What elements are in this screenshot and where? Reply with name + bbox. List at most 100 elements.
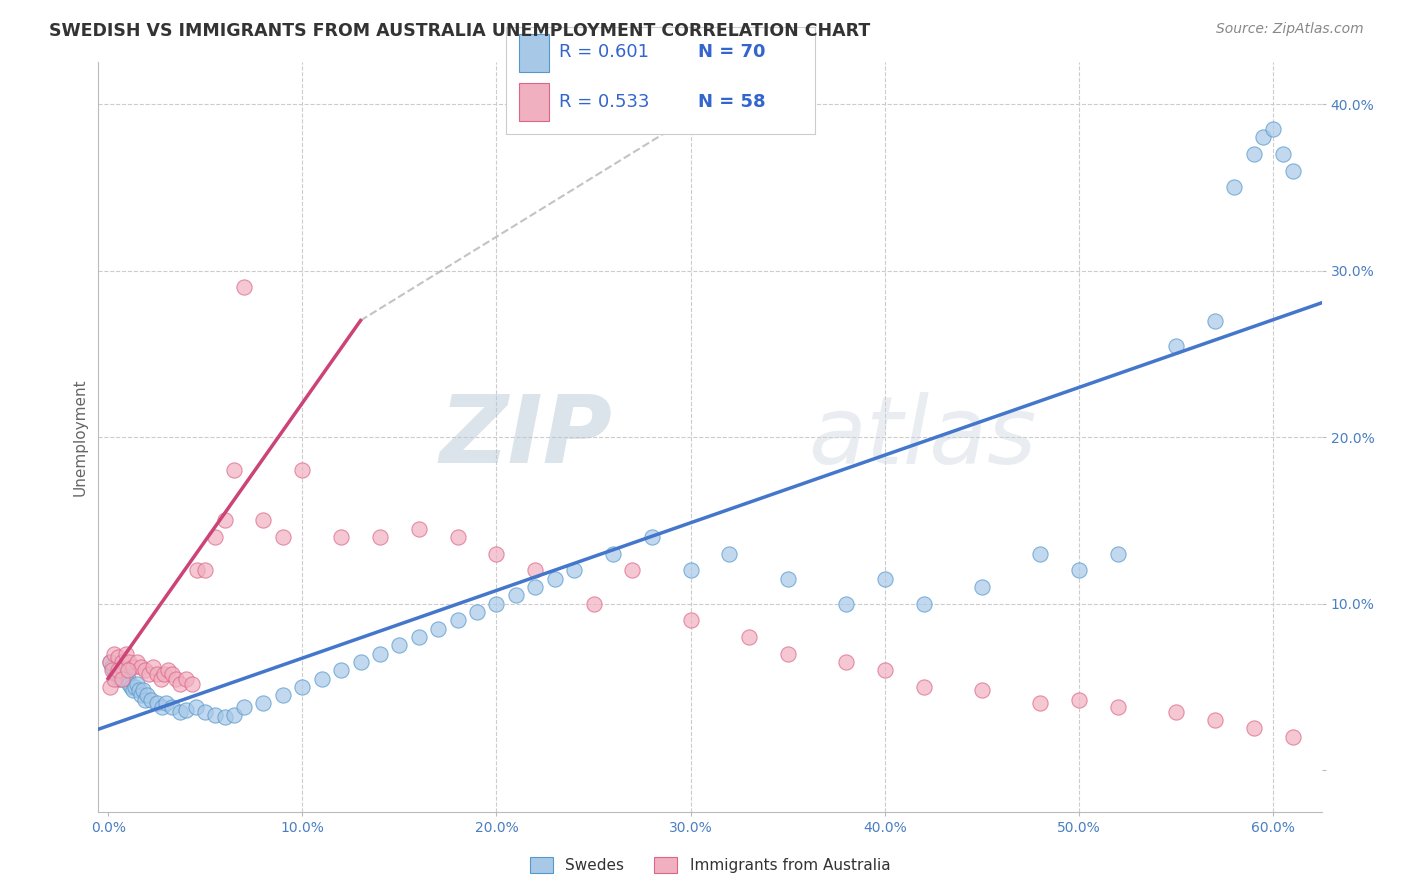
Point [388, 638, 411, 652]
Point [408, 522, 430, 536]
Point [1029, 697, 1052, 711]
Point [114, 666, 136, 681]
Text: Source: ZipAtlas.com: Source: ZipAtlas.com [1216, 22, 1364, 37]
Text: R = 0.533: R = 0.533 [558, 93, 650, 111]
Point [153, 666, 176, 681]
Text: ZIP: ZIP [439, 391, 612, 483]
Point [465, 605, 488, 619]
Text: N = 58: N = 58 [697, 93, 765, 111]
Point [621, 563, 644, 577]
Point [111, 666, 134, 681]
Point [145, 666, 167, 681]
Point [118, 676, 141, 690]
Point [271, 688, 294, 702]
Point [233, 280, 256, 294]
Point [117, 672, 139, 686]
Point [127, 655, 149, 669]
Point [349, 655, 371, 669]
Point [776, 572, 799, 586]
Point [107, 672, 129, 686]
Point [408, 630, 430, 644]
Point [446, 613, 468, 627]
Point [194, 563, 217, 577]
Point [252, 697, 274, 711]
Point [124, 680, 146, 694]
Point [122, 683, 145, 698]
Point [524, 580, 547, 594]
Point [776, 647, 799, 661]
Point [562, 563, 585, 577]
Point [134, 663, 156, 677]
Point [112, 663, 135, 677]
Point [1271, 147, 1294, 161]
Point [98, 655, 121, 669]
Point [291, 680, 314, 694]
Point [129, 660, 152, 674]
Point [224, 463, 246, 477]
Point [120, 680, 142, 694]
Point [1243, 147, 1265, 161]
Point [204, 708, 226, 723]
Point [214, 513, 236, 527]
Point [873, 572, 896, 586]
Point [1204, 713, 1226, 727]
Point [184, 699, 207, 714]
Point [1281, 730, 1303, 744]
Point [103, 672, 125, 686]
Point [165, 672, 187, 686]
Point [174, 672, 197, 686]
Point [233, 699, 256, 714]
Point [1223, 180, 1246, 194]
Point [134, 693, 156, 707]
Point [160, 699, 183, 714]
Point [505, 588, 527, 602]
Point [1204, 313, 1226, 327]
Point [98, 680, 121, 694]
Bar [519, 84, 550, 121]
Point [582, 597, 605, 611]
Point [174, 703, 197, 717]
Point [114, 647, 136, 661]
Point [1164, 338, 1187, 352]
Point [446, 530, 468, 544]
Point [835, 655, 858, 669]
Point [1067, 693, 1090, 707]
Point [1107, 547, 1129, 561]
Point [107, 649, 129, 664]
Point [101, 660, 124, 674]
Point [108, 672, 131, 686]
Point [194, 705, 217, 719]
Point [111, 672, 134, 686]
Point [1164, 705, 1187, 719]
Point [117, 663, 139, 677]
Point [485, 547, 508, 561]
Point [169, 676, 191, 690]
Point [330, 530, 353, 544]
Point [1281, 163, 1303, 178]
Legend: Swedes, Immigrants from Australia: Swedes, Immigrants from Australia [523, 851, 897, 879]
Point [271, 530, 294, 544]
Point [368, 530, 391, 544]
Point [152, 699, 174, 714]
Point [98, 655, 121, 669]
Point [214, 710, 236, 724]
Point [128, 683, 150, 698]
Y-axis label: Unemployment: Unemployment [72, 378, 87, 496]
Point [873, 663, 896, 677]
Text: atlas: atlas [808, 392, 1036, 483]
Point [368, 647, 391, 661]
Point [1261, 122, 1284, 136]
Point [970, 683, 993, 698]
Point [132, 683, 155, 698]
Point [718, 547, 741, 561]
Point [1253, 130, 1275, 145]
Point [155, 697, 177, 711]
Point [103, 663, 125, 677]
Point [149, 672, 172, 686]
Point [485, 597, 508, 611]
Point [835, 597, 858, 611]
Point [101, 663, 124, 677]
Point [145, 697, 167, 711]
Point [138, 666, 160, 681]
Point [118, 655, 141, 669]
